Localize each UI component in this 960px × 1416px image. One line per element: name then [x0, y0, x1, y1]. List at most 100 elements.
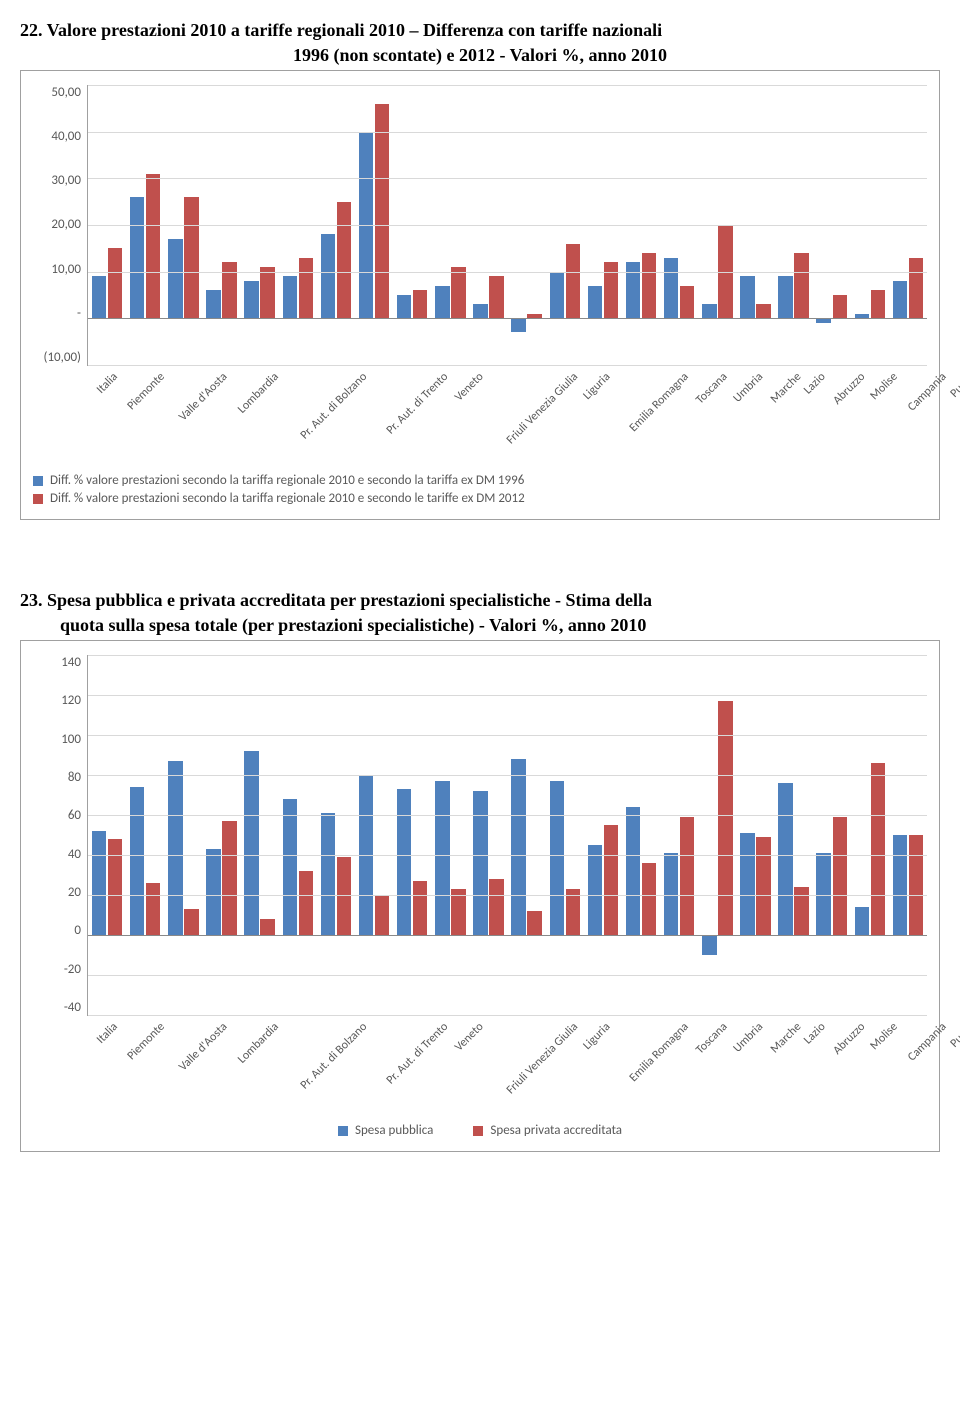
- gridline: [88, 85, 927, 86]
- bar-group: [164, 655, 202, 1015]
- gridline: [88, 1015, 927, 1016]
- chart-2-legend-1: Spesa pubblica: [355, 1123, 433, 1138]
- bar-group: [546, 655, 584, 1015]
- x-tick-label: Veneto: [452, 1020, 486, 1054]
- bar-group: [813, 655, 851, 1015]
- bar: [130, 787, 144, 935]
- y-tick: 60: [33, 808, 81, 823]
- x-tick-label: Abruzzo: [830, 370, 868, 408]
- x-tick-label: Puglia: [948, 1020, 960, 1051]
- x-tick-label: Marche: [767, 370, 803, 406]
- chart-2-xaxis: ItaliaPiemonteValle d'AostaLombardiaPr. …: [87, 1020, 927, 1034]
- bar: [206, 849, 220, 935]
- y-tick: 140: [33, 655, 81, 670]
- x-tick-label: Italia: [94, 1020, 121, 1047]
- y-tick: 0: [33, 923, 81, 938]
- bar: [833, 295, 847, 318]
- x-tick-label: Valle d'Aosta: [176, 370, 230, 424]
- bar: [337, 202, 351, 319]
- bar: [588, 845, 602, 935]
- bar-group: [775, 655, 813, 1015]
- y-tick: 120: [33, 693, 81, 708]
- x-tick-label: Abruzzo: [830, 1020, 868, 1058]
- bar: [146, 174, 160, 319]
- bar-group: [698, 655, 736, 1015]
- x-tick-label: Piemonte: [125, 1020, 168, 1063]
- bar: [473, 791, 487, 935]
- x-tick-label: Pr. Aut. di Bolzano: [298, 370, 370, 442]
- bar: [435, 781, 449, 935]
- gridline: [88, 132, 927, 133]
- x-tick-label: Liguria: [581, 1020, 614, 1053]
- chart-1-plot: [87, 85, 927, 366]
- bar: [299, 871, 313, 935]
- y-tick: (10,00): [33, 350, 81, 365]
- gridline: [88, 815, 927, 816]
- y-tick: 20,00: [33, 217, 81, 232]
- gridline: [88, 735, 927, 736]
- x-tick-label: Toscana: [693, 1020, 730, 1057]
- x-tick-label: Lombardia: [235, 370, 282, 417]
- chart-1-frame: 50,0040,0030,0020,0010,00-(10,00) Italia…: [20, 70, 940, 520]
- bar: [740, 276, 754, 318]
- bar-group: [241, 655, 279, 1015]
- bar: [108, 839, 122, 935]
- legend-swatch-red: [473, 1126, 483, 1136]
- bar: [375, 895, 389, 935]
- y-tick: 20: [33, 885, 81, 900]
- gridline: [88, 695, 927, 696]
- bar: [718, 701, 732, 935]
- bar: [108, 248, 122, 318]
- y-tick: -40: [33, 1000, 81, 1015]
- bar: [260, 267, 274, 318]
- bar: [680, 817, 694, 935]
- bar: [168, 761, 182, 935]
- y-tick: 40,00: [33, 129, 81, 144]
- bar: [473, 304, 487, 318]
- y-tick: 80: [33, 770, 81, 785]
- x-tick-label: Campania: [905, 370, 949, 414]
- bar-group: [279, 655, 317, 1015]
- bar-group: [584, 655, 622, 1015]
- bar: [642, 253, 656, 318]
- bar: [642, 863, 656, 935]
- bar-group: [431, 655, 469, 1015]
- chart-1-legend-1: Diff. % valore prestazioni secondo la ta…: [50, 473, 524, 488]
- bar: [184, 197, 198, 318]
- bar: [871, 763, 885, 935]
- chart-1-yaxis: 50,0040,0030,0020,0010,00-(10,00): [33, 85, 87, 365]
- bar-group: [393, 655, 431, 1015]
- bar: [833, 817, 847, 935]
- y-tick: 40: [33, 847, 81, 862]
- x-tick-label: Campania: [905, 1020, 949, 1064]
- bar: [184, 909, 198, 935]
- bar: [909, 835, 923, 935]
- chart-1-title-a: 22. Valore prestazioni 2010 a tariffe re…: [20, 20, 940, 41]
- bar: [893, 835, 907, 935]
- bar: [435, 286, 449, 319]
- gridline: [88, 655, 927, 656]
- x-tick-label: Molise: [867, 1020, 900, 1053]
- bar-group: [736, 655, 774, 1015]
- bar-group: [889, 655, 927, 1015]
- bar-group: [508, 655, 546, 1015]
- bar: [244, 751, 258, 935]
- y-tick: -: [33, 306, 81, 321]
- x-tick-label: Toscana: [693, 370, 730, 407]
- chart-2-legend-2: Spesa privata accreditata: [490, 1123, 622, 1138]
- x-tick-label: Umbria: [731, 370, 767, 406]
- bar: [511, 318, 525, 332]
- bar: [130, 197, 144, 318]
- bar-group: [317, 655, 355, 1015]
- gridline: [88, 975, 927, 976]
- bar: [397, 789, 411, 935]
- bar: [778, 276, 792, 318]
- bar: [702, 935, 716, 955]
- x-tick-label: Veneto: [452, 370, 486, 404]
- bar: [550, 781, 564, 935]
- gridline: [88, 895, 927, 896]
- bar: [489, 879, 503, 935]
- bar-group: [660, 655, 698, 1015]
- bar: [283, 799, 297, 935]
- gridline: [88, 272, 927, 273]
